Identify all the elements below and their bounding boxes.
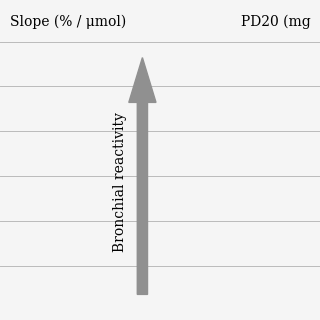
- Text: PD20 (mg: PD20 (mg: [241, 14, 310, 29]
- FancyArrow shape: [129, 58, 156, 294]
- Text: Bronchial reactivity: Bronchial reactivity: [113, 112, 127, 252]
- Text: Slope (% / μmol): Slope (% / μmol): [10, 14, 126, 29]
